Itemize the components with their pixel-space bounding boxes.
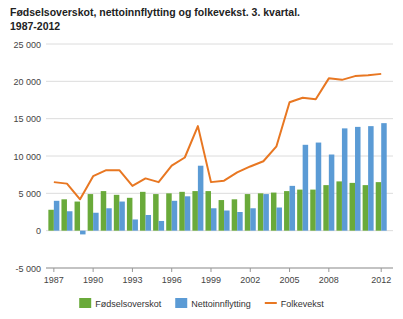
bar <box>263 194 268 231</box>
y-tick-label: 25 000 <box>13 40 41 50</box>
y-tick-label: 15 000 <box>13 114 41 124</box>
x-tick-label: 1996 <box>162 275 182 285</box>
bar <box>350 183 355 231</box>
bar <box>303 145 308 231</box>
legend-label: Fødselsoverskot <box>95 299 162 309</box>
bar <box>211 208 216 230</box>
bar <box>185 196 190 230</box>
grid-line <box>46 118 393 119</box>
bar <box>336 181 341 230</box>
bar <box>88 194 93 231</box>
grid-line <box>46 268 393 269</box>
bar <box>106 208 111 230</box>
bar <box>54 201 59 231</box>
bar <box>114 195 119 231</box>
y-tick-label: 20 000 <box>13 77 41 87</box>
legend: Fødselsoverskot Nettoinnflytting Folkeveks… <box>79 298 324 309</box>
bar <box>224 211 229 231</box>
bar <box>166 193 171 230</box>
bar <box>80 231 85 235</box>
bar <box>132 219 137 230</box>
y-grid <box>46 44 393 268</box>
x-tick <box>250 268 251 272</box>
x-tick <box>132 268 133 272</box>
x-tick-label: 2005 <box>280 275 300 285</box>
line <box>54 74 381 199</box>
bar <box>198 166 203 231</box>
bar <box>127 198 132 231</box>
x-tick <box>53 268 54 272</box>
bar <box>297 190 302 231</box>
bar <box>192 191 197 231</box>
grid-line <box>46 44 393 45</box>
bar <box>258 193 263 230</box>
bar <box>355 127 360 231</box>
bar <box>310 190 315 231</box>
x-tick-label: 1993 <box>122 275 142 285</box>
bar <box>140 192 145 231</box>
legend-label: Nettoinnflytting <box>191 299 251 309</box>
bar <box>250 208 255 230</box>
bar <box>245 194 250 231</box>
bar <box>381 123 386 231</box>
bar <box>316 143 321 231</box>
bar <box>323 185 328 231</box>
bar <box>172 201 177 231</box>
grid-line <box>46 156 393 157</box>
y-tick-label: 5 000 <box>18 189 41 199</box>
x-tick-label: 2002 <box>240 275 260 285</box>
x-tick-label: 1987 <box>44 275 64 285</box>
x-tick <box>381 268 382 272</box>
bar <box>153 194 158 231</box>
bar <box>67 211 72 230</box>
x-tick <box>210 268 211 272</box>
bar <box>48 210 53 231</box>
bar <box>232 199 237 230</box>
bar <box>342 128 347 230</box>
bar <box>237 212 242 231</box>
x-tick-label: 2008 <box>319 275 339 285</box>
bar <box>376 182 381 231</box>
bar <box>179 192 184 231</box>
y-tick-label: 10 000 <box>13 152 41 162</box>
bar <box>276 208 281 231</box>
legend-swatch <box>79 298 91 308</box>
plot-area <box>48 74 386 235</box>
x-tick <box>328 268 329 272</box>
x-tick <box>93 268 94 272</box>
chart: Fødselsoverskot, nettoinnflytting og fol… <box>0 0 403 319</box>
x-tick-label: 1999 <box>201 275 221 285</box>
y-tick-label: 0 <box>36 226 41 236</box>
legend-swatch <box>175 298 187 308</box>
legend-label: Folkevekst <box>281 299 325 309</box>
bar <box>271 193 276 231</box>
x-tick-label: 1990 <box>83 275 103 285</box>
bar <box>93 213 98 231</box>
x-axis-line <box>46 268 393 269</box>
title: Fødselsoverskot, nettoinnflytting og fol… <box>10 6 300 18</box>
bar <box>101 191 106 231</box>
grid-line <box>46 81 393 82</box>
x-tick <box>171 268 172 272</box>
bar <box>146 215 151 231</box>
x-tick <box>289 268 290 272</box>
bar <box>368 126 373 231</box>
bar <box>119 202 124 231</box>
bar <box>75 202 80 231</box>
y-tick-label: -5 000 <box>15 264 41 274</box>
bar <box>284 191 289 231</box>
bar <box>219 200 224 231</box>
bar <box>61 199 66 230</box>
bar <box>290 186 295 231</box>
x-tick-label: 2012 <box>371 275 391 285</box>
bar <box>205 191 210 231</box>
bar <box>159 221 164 231</box>
bar-series <box>54 123 387 234</box>
subtitle: 1987-2012 <box>10 20 60 32</box>
bar <box>363 185 368 231</box>
bar <box>329 155 334 231</box>
legend-swatch <box>265 302 277 304</box>
